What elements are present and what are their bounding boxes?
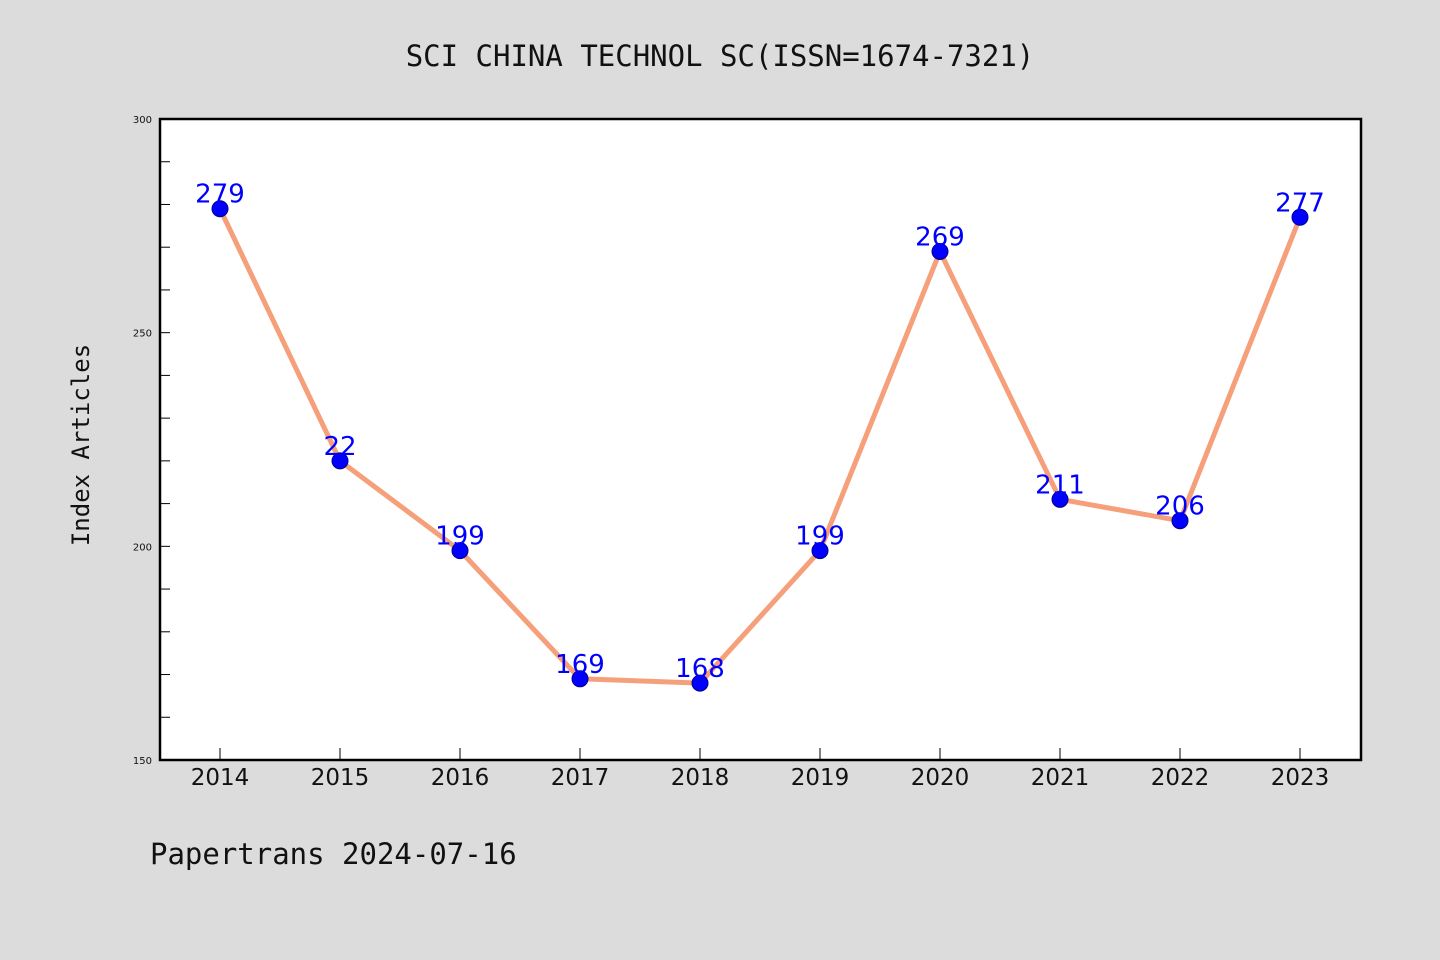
data-label: 22 [323, 432, 356, 462]
data-point [691, 674, 709, 692]
data-point [811, 542, 829, 560]
series-line [217, 206, 1303, 686]
data-point [331, 452, 349, 470]
data-label: 269 [915, 222, 965, 252]
plot-area [158, 117, 1363, 762]
series-line-path [217, 206, 1303, 686]
x-tick-label: 2016 [431, 765, 490, 791]
y-tick-label: 300 [133, 115, 152, 126]
data-labels: 279 22 199 169 168 199 269 211 206 277 [195, 180, 1325, 684]
footer-source: Papertrans 2024-07-16 [150, 837, 517, 871]
x-tick-label: 2017 [551, 765, 610, 791]
data-label: 277 [1275, 188, 1325, 218]
data-point [1051, 490, 1069, 508]
x-tick-label: 2018 [671, 765, 730, 791]
y-tick-label: 150 [133, 756, 152, 767]
y-tick-label: 200 [133, 542, 152, 553]
data-label: 199 [795, 522, 845, 552]
x-tick-label: 2021 [1031, 765, 1090, 791]
data-point [571, 670, 589, 688]
data-point [1171, 512, 1189, 530]
data-point [1291, 208, 1309, 226]
x-tick-label: 2014 [191, 765, 250, 791]
series-markers [211, 200, 1309, 692]
x-tick-label: 2020 [911, 765, 970, 791]
x-tick-label: 2023 [1271, 765, 1330, 791]
x-tick-label: 2022 [1151, 765, 1210, 791]
chart-title: SCI CHINA TECHNOL SC(ISSN=1674-7321) [406, 39, 1035, 73]
data-point [211, 200, 229, 218]
x-tick-label: 2019 [791, 765, 850, 791]
y-axis-label: Index Articles [67, 344, 95, 546]
data-point [451, 542, 469, 560]
data-label: 169 [555, 650, 605, 680]
y-tick-label: 250 [133, 329, 152, 340]
data-label: 279 [195, 180, 245, 210]
data-label: 199 [435, 522, 485, 552]
data-label: 206 [1155, 492, 1205, 522]
data-point [931, 242, 949, 260]
x-axis: 2014 2015 2016 2017 2018 2019 2020 2021 2022 2023 [191, 748, 1330, 791]
y-axis: 150 200 250 300 [133, 115, 170, 767]
data-label: 168 [675, 654, 725, 684]
x-tick-label: 2015 [311, 765, 370, 791]
data-label: 211 [1035, 470, 1085, 500]
